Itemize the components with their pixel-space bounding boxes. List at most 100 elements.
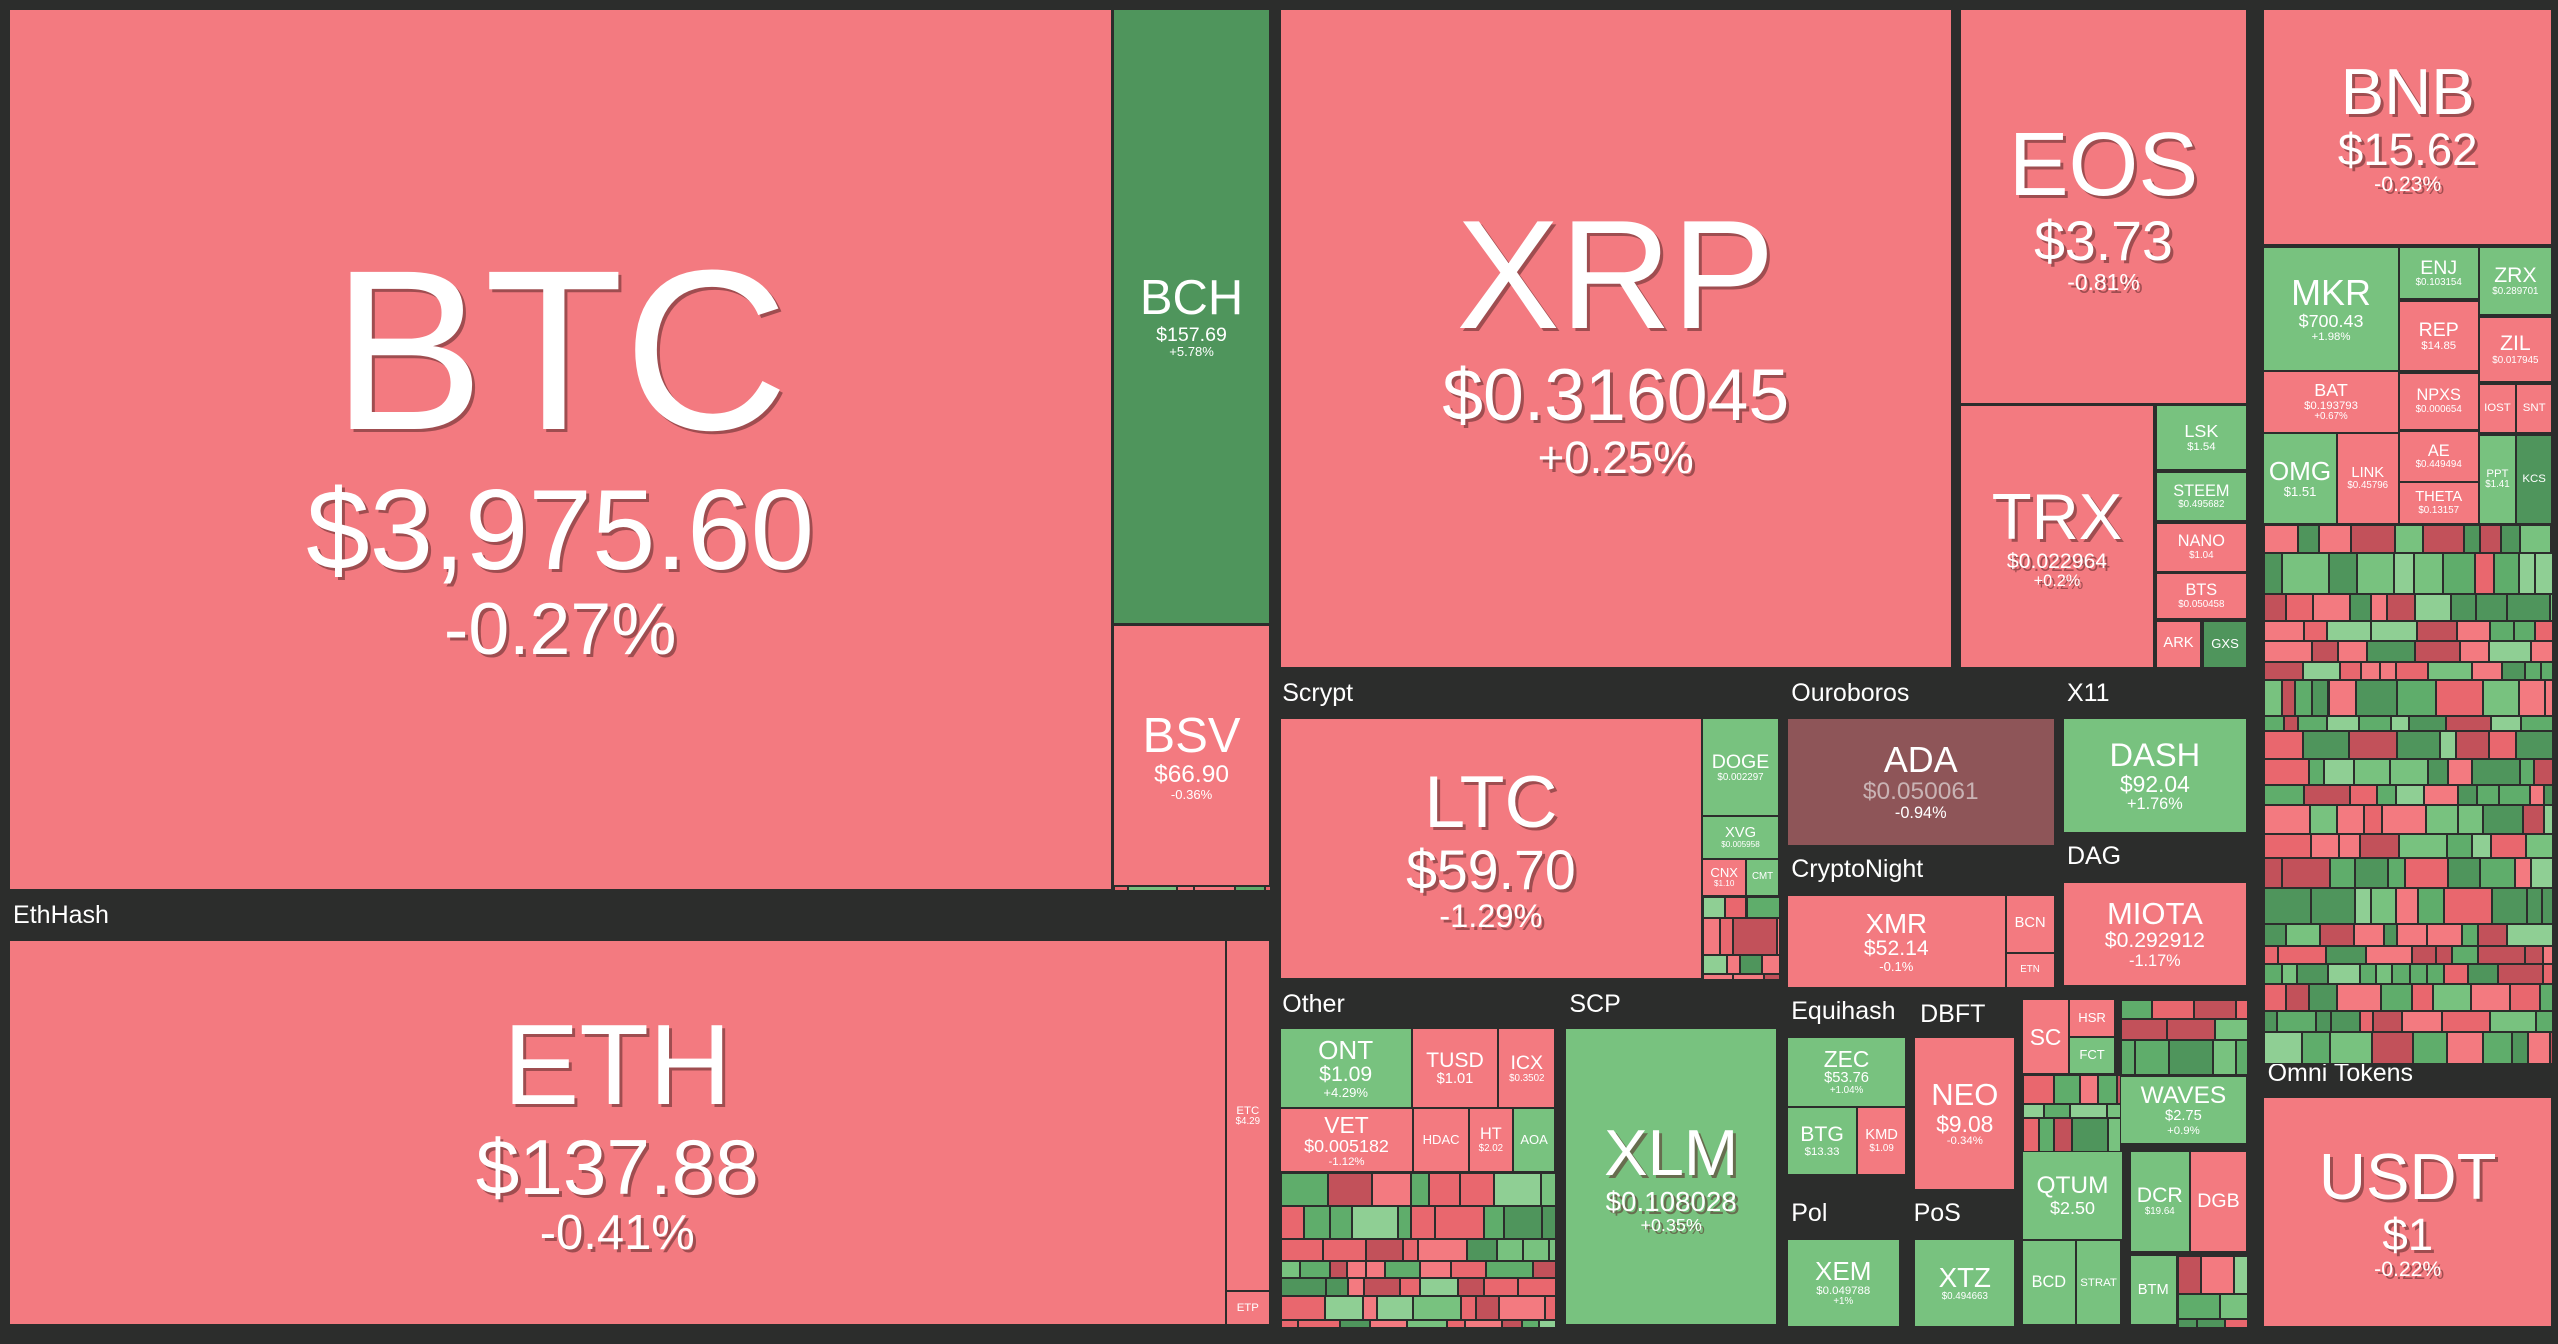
small-tile [1484,1278,1518,1296]
small-tile [2530,641,2554,663]
coin-price: $53.76 [1824,1069,1869,1086]
small-tile [2395,525,2423,553]
small-tile [2544,784,2554,805]
small-tile [1539,1320,1557,1328]
small-tile [2489,641,2531,663]
coin-price: $2.50 [2050,1198,2095,1219]
small-tile [2445,715,2492,731]
small-tile [2308,983,2338,1011]
small-tile [2506,594,2550,622]
small-tile [2489,621,2515,642]
coin-symbol: BCH [1139,271,1244,326]
small-tile [2381,804,2426,834]
coin-tile: FCT [2070,1037,2114,1074]
coin-symbol: OMG [2268,456,2332,487]
small-tile [2201,1256,2234,1294]
small-tile [2472,833,2491,859]
small-tile [2038,1117,2055,1152]
small-tile [1372,1172,1411,1207]
coin-symbol: BTS [2185,581,2218,600]
small-tile [2264,715,2285,731]
group-label: DAG [2066,841,2122,870]
small-tile [2422,525,2465,553]
coin-tile: QTUM $2.50 [2022,1151,2123,1240]
small-tile [2525,945,2544,964]
coin-symbol: BNB [2340,54,2475,128]
small-tile [2415,594,2452,622]
small-tile [2483,804,2523,834]
small-tile [1499,1295,1546,1321]
coin-tile: BNB $15.62 -0.23% [2264,9,2552,245]
coin-change: -0.36% [1170,786,1213,802]
small-tile [2397,923,2427,946]
small-tile [2491,888,2527,924]
small-tile [2428,662,2472,680]
small-tile [1740,955,1762,974]
small-tile [2387,858,2406,889]
small-tile [2298,715,2327,731]
small-tile [2520,525,2551,553]
small-tile [2520,715,2554,731]
small-tile [2518,679,2545,716]
small-tile [2022,1117,2039,1152]
coin-symbol: KMD [1865,1127,1898,1144]
small-tile [2354,858,2388,889]
small-tile [1746,897,1780,918]
small-tile [2264,621,2305,642]
small-tile [2391,963,2411,984]
group-label: CryptoNight [1791,854,1924,883]
small-tile [2080,1075,2098,1105]
coin-tile: BTM [2130,1256,2176,1325]
small-tile [2054,1075,2081,1105]
small-tile [2360,662,2380,680]
small-tile [2302,662,2340,680]
small-tile [1777,917,1780,956]
small-tile [2054,1117,2072,1152]
small-tile [2168,1039,2213,1075]
coin-tile: XRP $0.316045 +0.25% [1280,9,1951,667]
small-tile [2264,784,2304,805]
small-tile [2376,963,2392,984]
coin-tile: IOST [2479,385,2516,432]
group-label: Other [1282,990,1345,1019]
small-tile [2543,945,2554,964]
small-tile [1410,1172,1429,1207]
small-tile [2349,784,2377,805]
coin-symbol: ETN [2020,964,2040,976]
small-tile [2281,963,2297,984]
small-tile [2398,833,2447,859]
coin-change: -0.23% [2374,173,2442,197]
coin-tile: THETA $0.13157 [2399,482,2478,524]
small-tile [2264,983,2287,1011]
coin-tile: HDAC [1414,1109,1468,1171]
small-tile [2364,804,2382,834]
small-tile [2457,804,2484,834]
coin-symbol: XTZ [1938,1262,1991,1294]
small-tile [2448,758,2473,785]
coin-symbol: BAT [2314,380,2348,401]
small-tile [2214,1018,2249,1040]
coin-tile: LINK $0.45796 [2337,433,2398,524]
small-tile [2326,621,2371,642]
small-tile [2120,1018,2168,1040]
small-tile [2397,730,2440,759]
small-tile [2120,1074,2160,1077]
coin-symbol: KCS [2522,473,2546,486]
small-tile [1325,1295,1364,1321]
coin-tile: BCN [2006,895,2054,953]
coin-tile: GXS [2203,621,2247,667]
small-tile [2391,715,2409,731]
group-label: PoS [1913,1199,1961,1228]
small-tile [2498,784,2531,805]
group-label: Ouroboros [1791,678,1910,707]
small-tile [2309,804,2338,834]
coin-symbol: VET [1324,1111,1369,1138]
small-tile [2319,923,2354,946]
coin-change: -0.27% [443,587,677,670]
small-tile [2479,525,2502,553]
small-tile [2167,1018,2215,1040]
coin-symbol: TRX [1991,479,2123,553]
coin-price: $157.69 [1156,323,1227,346]
small-tile [2303,784,2350,805]
coin-symbol: HDAC [1422,1132,1460,1148]
